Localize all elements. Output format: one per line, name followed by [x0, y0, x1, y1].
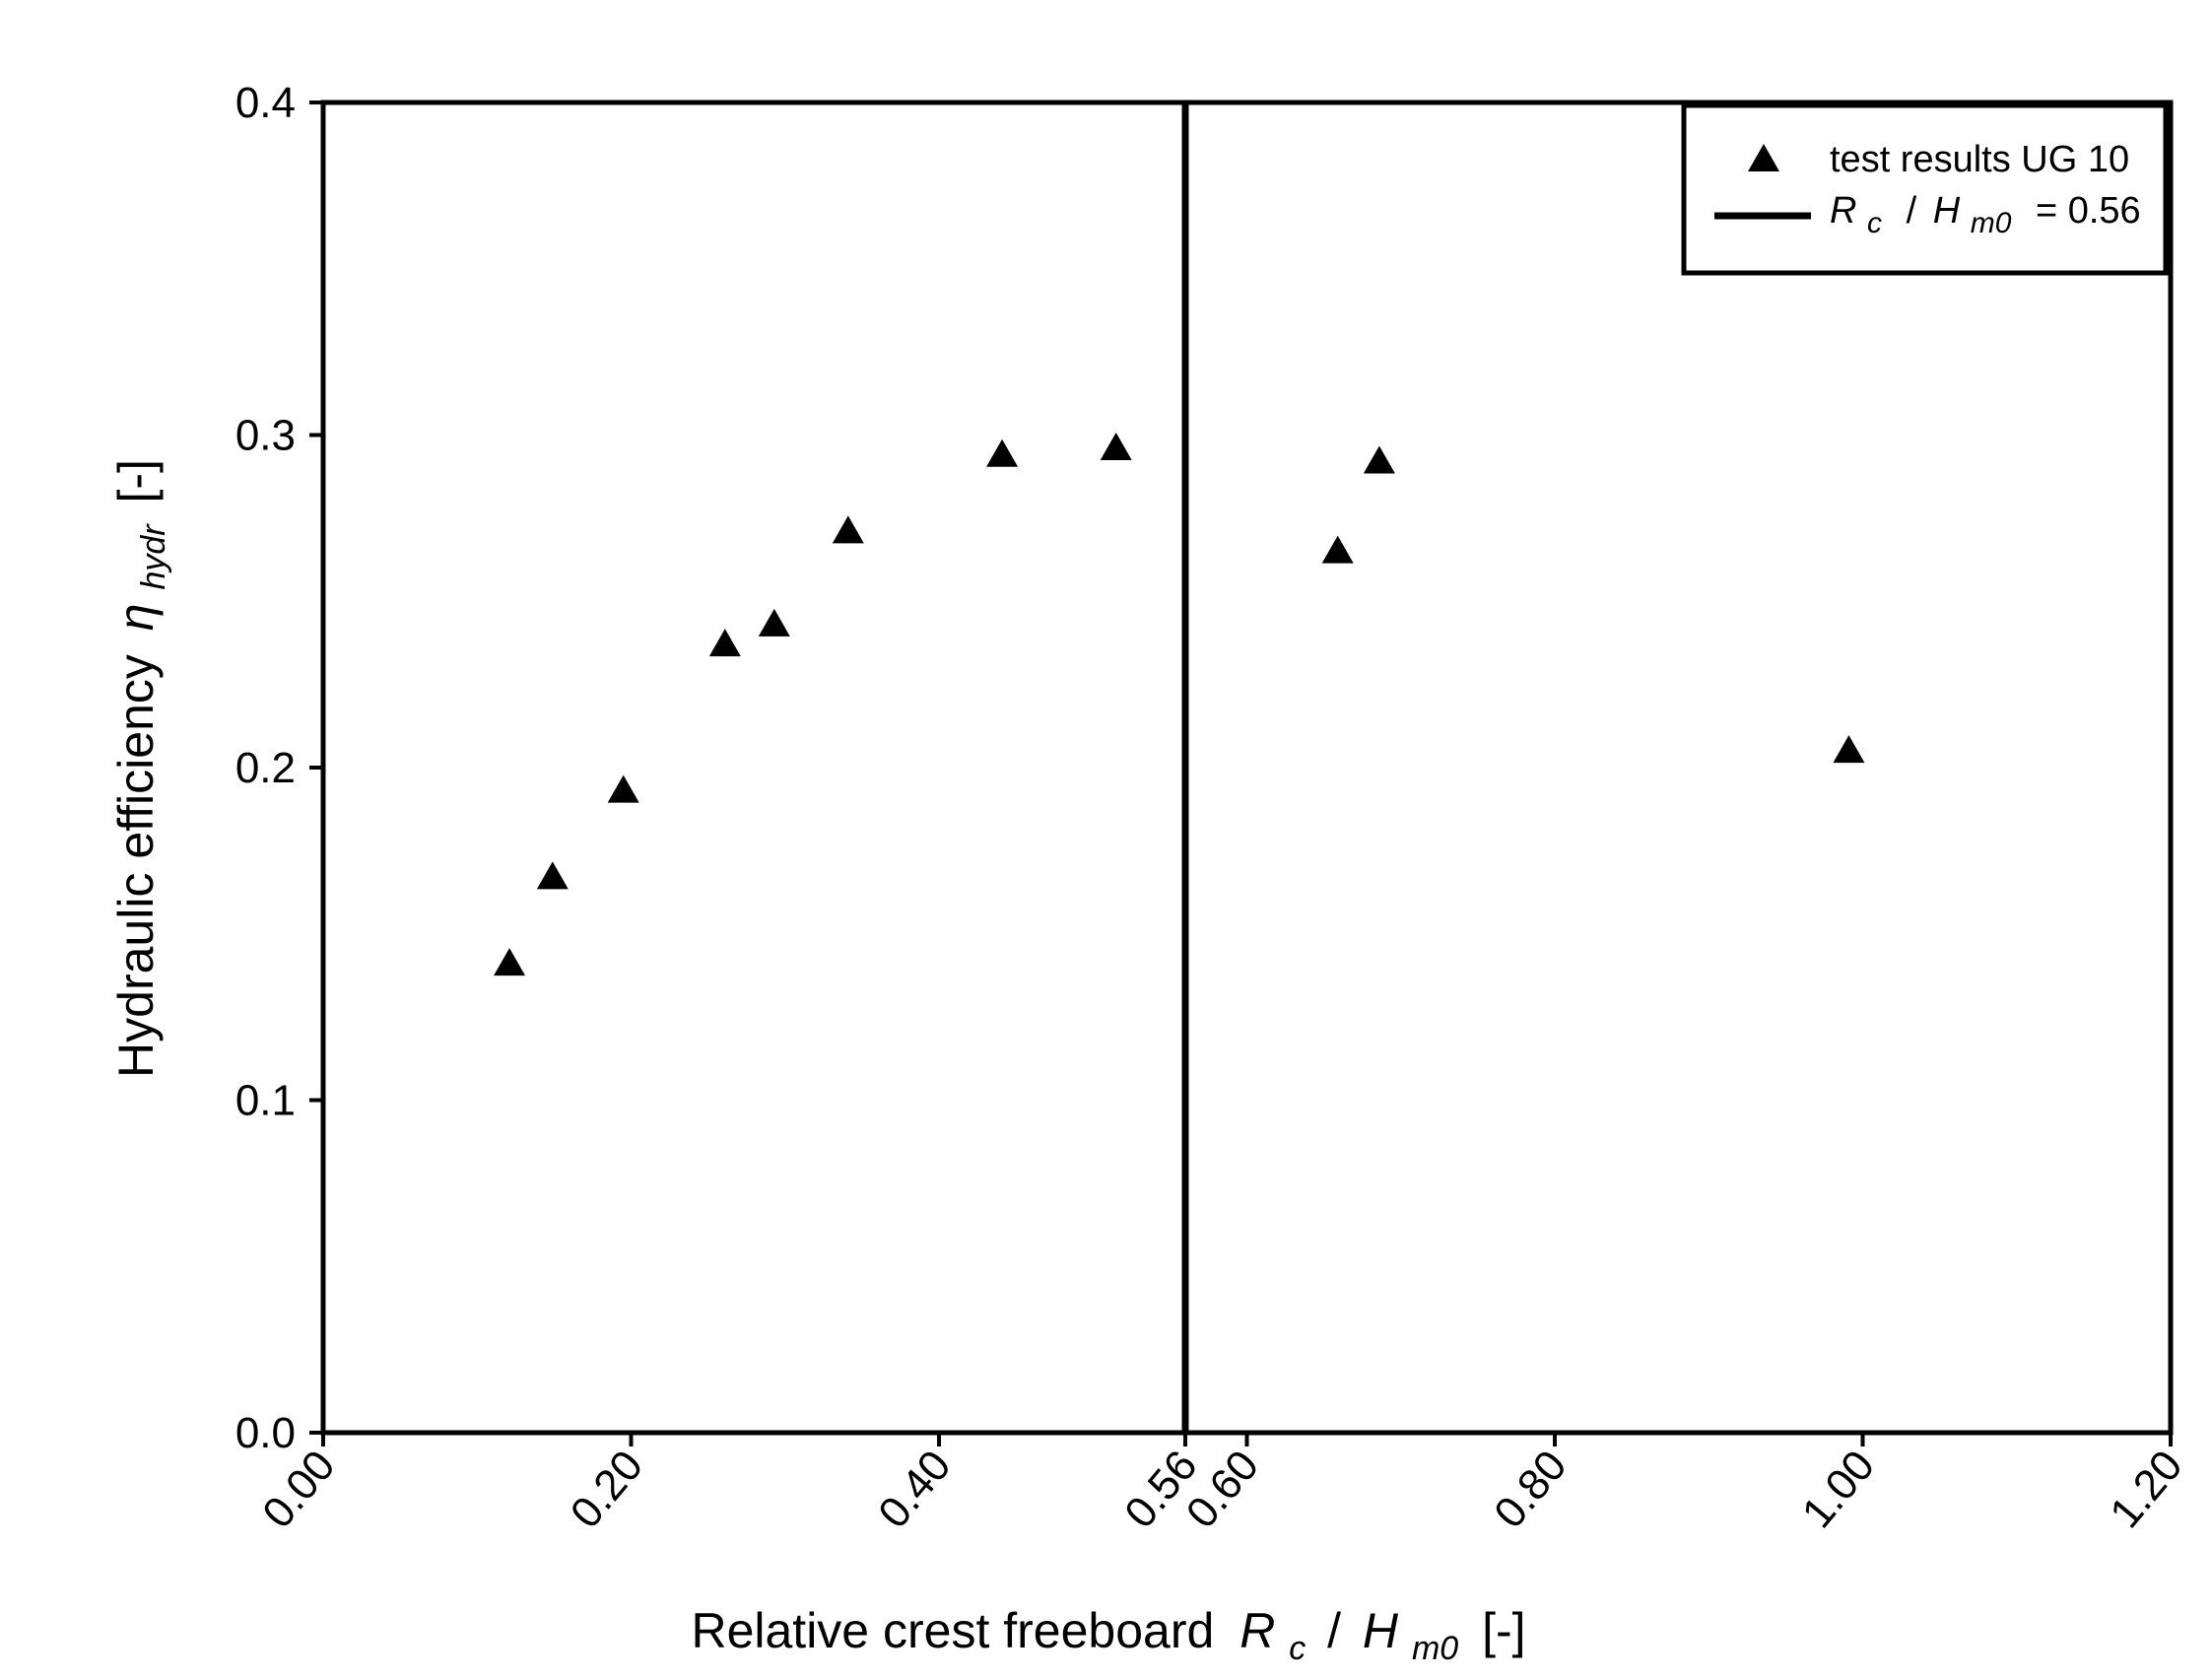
- x-axis-label-var: R: [1240, 1603, 1275, 1658]
- data-point: [607, 774, 639, 803]
- plot-frame: [320, 100, 2174, 1436]
- legend-reference-eq: = 0.56: [2036, 190, 2141, 232]
- legend-reference-var2-sub: m0: [1971, 207, 2012, 239]
- x-tick-label: 0.20: [562, 1442, 653, 1537]
- y-tick-label: 0.1: [235, 1077, 296, 1125]
- x-axis-label: Relative crest freeboard R c / H m0 [-]: [691, 1603, 1525, 1670]
- x-tick-label: 1.00: [1793, 1442, 1885, 1537]
- x-axis-label-unit: [-]: [1482, 1603, 1525, 1658]
- legend-reference-label: R c / H m0 = 0.56: [1830, 190, 2141, 241]
- x-axis-label-var2-sub: m0: [1412, 1630, 1458, 1667]
- x-tick-label: 0.60: [1177, 1442, 1269, 1537]
- data-point: [494, 948, 526, 976]
- y-axis-label: Hydraulic efficiency η hydr [-]: [108, 459, 175, 1078]
- axis-ticks: 0.00 0.20 0.40 0.560.60 0.80 1.00 1.200.00.10.…: [235, 79, 2192, 1537]
- data-point: [708, 629, 741, 657]
- x-tick-label: 1.20: [2101, 1442, 2192, 1537]
- legend-box: [1681, 102, 2169, 276]
- x-tick-label: 0.40: [869, 1442, 961, 1537]
- x-axis-label-text: Relative crest freeboard: [691, 1603, 1214, 1658]
- x-axis-label-var-sub: c: [1289, 1630, 1306, 1667]
- x-tick-label: 0.80: [1485, 1442, 1576, 1537]
- data-point: [1321, 535, 1354, 564]
- y-tick-label: 0.0: [235, 1409, 296, 1457]
- legend-triangle-marker: [1748, 144, 1779, 171]
- data-points: [494, 433, 1865, 976]
- legend-reference-var2: H: [1933, 190, 1961, 232]
- data-point: [1833, 735, 1865, 764]
- legend-reference-sep: /: [1907, 190, 1917, 232]
- x-axis-label-sep: /: [1327, 1603, 1341, 1658]
- y-axis-label-var: η: [108, 603, 164, 631]
- data-point: [758, 608, 790, 637]
- data-point: [1100, 433, 1132, 460]
- legend-reference-var-sub: c: [1867, 207, 1882, 239]
- plot-area: [320, 100, 2174, 1436]
- legend-reference-var: R: [1830, 190, 1856, 232]
- data-point: [1363, 445, 1395, 474]
- legend-series-label: test results UG 10: [1830, 139, 2129, 180]
- y-axis-label-unit: [-]: [108, 459, 164, 503]
- y-tick-label: 0.4: [235, 79, 296, 127]
- y-tick-label: 0.2: [235, 744, 296, 792]
- y-axis-label-var-sub: hydr: [135, 523, 172, 590]
- data-point: [536, 861, 569, 890]
- legend: test results UG 10 R c / H m0 = 0.56: [1681, 102, 2169, 276]
- data-point: [832, 515, 864, 544]
- data-point: [986, 438, 1019, 467]
- x-axis-label-var2: H: [1363, 1603, 1399, 1658]
- y-tick-label: 0.3: [235, 412, 296, 460]
- y-axis-label-text: Hydraulic efficiency: [108, 654, 164, 1078]
